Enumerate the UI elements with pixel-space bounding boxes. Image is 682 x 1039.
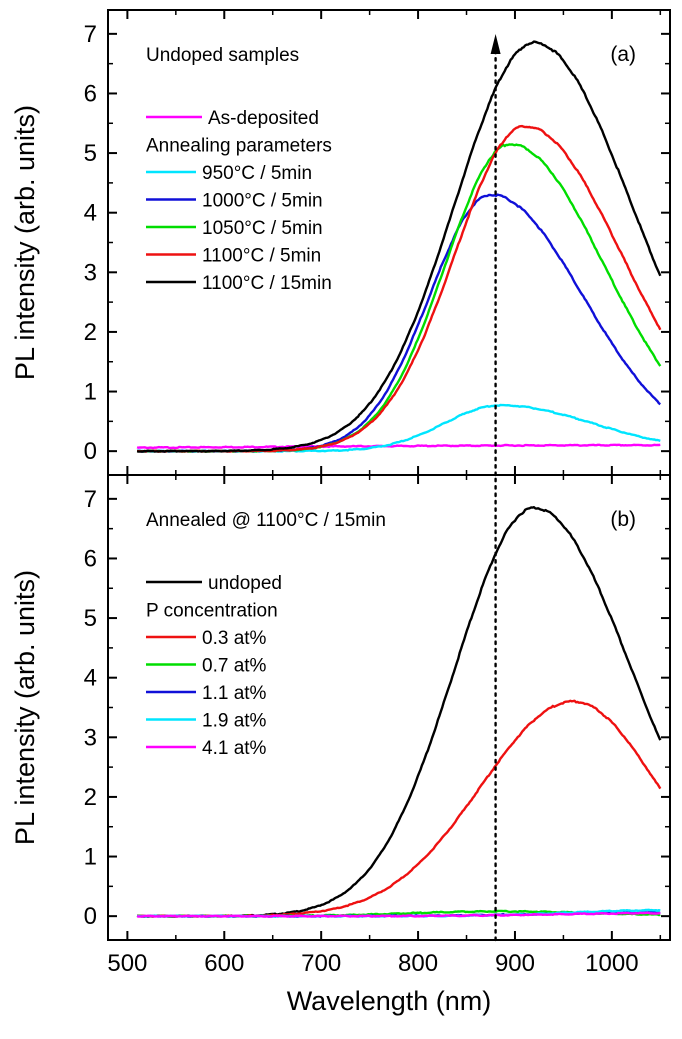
y-tick-label: 0 [84, 438, 97, 465]
panel-label: (b) [610, 508, 636, 531]
x-tick-label: 900 [495, 950, 535, 977]
panel-a: 0 1 2 3 4 5 6 7 PL intensity (arb. units) Undoped… [10, 9, 671, 477]
series-line-b-1 [136, 699, 662, 918]
panel-title: Undoped samples [146, 45, 299, 66]
y-tick-label: 6 [84, 545, 97, 572]
legend-entry: 4.1 at% [202, 738, 267, 759]
y-tick-label: 1 [84, 379, 97, 406]
y-tick-label: 1 [84, 844, 97, 871]
legend-entry: 0.3 at% [202, 628, 267, 649]
y-tick-label: 4 [84, 665, 97, 692]
panel-title: Annealed @ 1100°C / 15min [146, 510, 386, 531]
x-tick-label: 700 [301, 950, 341, 977]
plot-frame [107, 474, 671, 941]
series-line-a-0 [136, 443, 661, 450]
panel-b: 0 1 2 3 4 5 6 7 500 600 700 800 900 1000 PL intensity … [10, 473, 671, 977]
series-line-a-5 [136, 40, 662, 453]
y-axis-title: PL intensity (arb. units) [10, 570, 40, 845]
plot-frame [107, 9, 671, 476]
y-tick-label: 3 [84, 259, 97, 286]
y-tick-label: 2 [84, 784, 97, 811]
y-tick-label: 6 [84, 80, 97, 107]
legend-entry: 1.1 at% [202, 683, 267, 704]
legend-entry: 1000°C / 5min [202, 191, 323, 212]
legend-entry: 1050°C / 5min [202, 218, 323, 239]
y-tick-label: 5 [84, 605, 97, 632]
y-tick-label: 7 [84, 21, 97, 48]
x-axis-title: Wavelength (nm) [287, 986, 492, 1016]
legend-entry: 1100°C / 5min [202, 246, 321, 267]
y-axis-title: PL intensity (arb. units) [10, 105, 40, 380]
y-tick-label: 2 [84, 319, 97, 346]
panel-label: (a) [610, 43, 636, 66]
x-tick-label: 500 [107, 950, 147, 977]
legend-entry: 1100°C / 15min [202, 273, 332, 294]
shared-axis: Wavelength (nm) [287, 986, 492, 1016]
marker-arrowhead [490, 34, 501, 54]
y-tick-label: 5 [84, 140, 97, 167]
y-tick-label: 0 [84, 903, 97, 930]
legend-entry: 950°C / 5min [202, 163, 312, 184]
series-line-b-5 [136, 911, 661, 918]
legend-entry: 0.7 at% [202, 656, 267, 677]
y-tick-label: 7 [84, 486, 97, 513]
y-tick-label: 3 [84, 724, 97, 751]
x-tick-label: 800 [398, 950, 438, 977]
legend-entry: As-deposited [208, 108, 319, 129]
legend-group-heading: P concentration [146, 601, 278, 622]
legend-entry: undoped [208, 573, 282, 594]
x-tick-label: 1000 [585, 950, 638, 977]
legend-entry: 1.9 at% [202, 711, 267, 732]
legend-group-heading: Annealing parameters [146, 136, 332, 157]
y-tick-label: 4 [84, 200, 97, 227]
x-tick-label: 600 [204, 950, 244, 977]
